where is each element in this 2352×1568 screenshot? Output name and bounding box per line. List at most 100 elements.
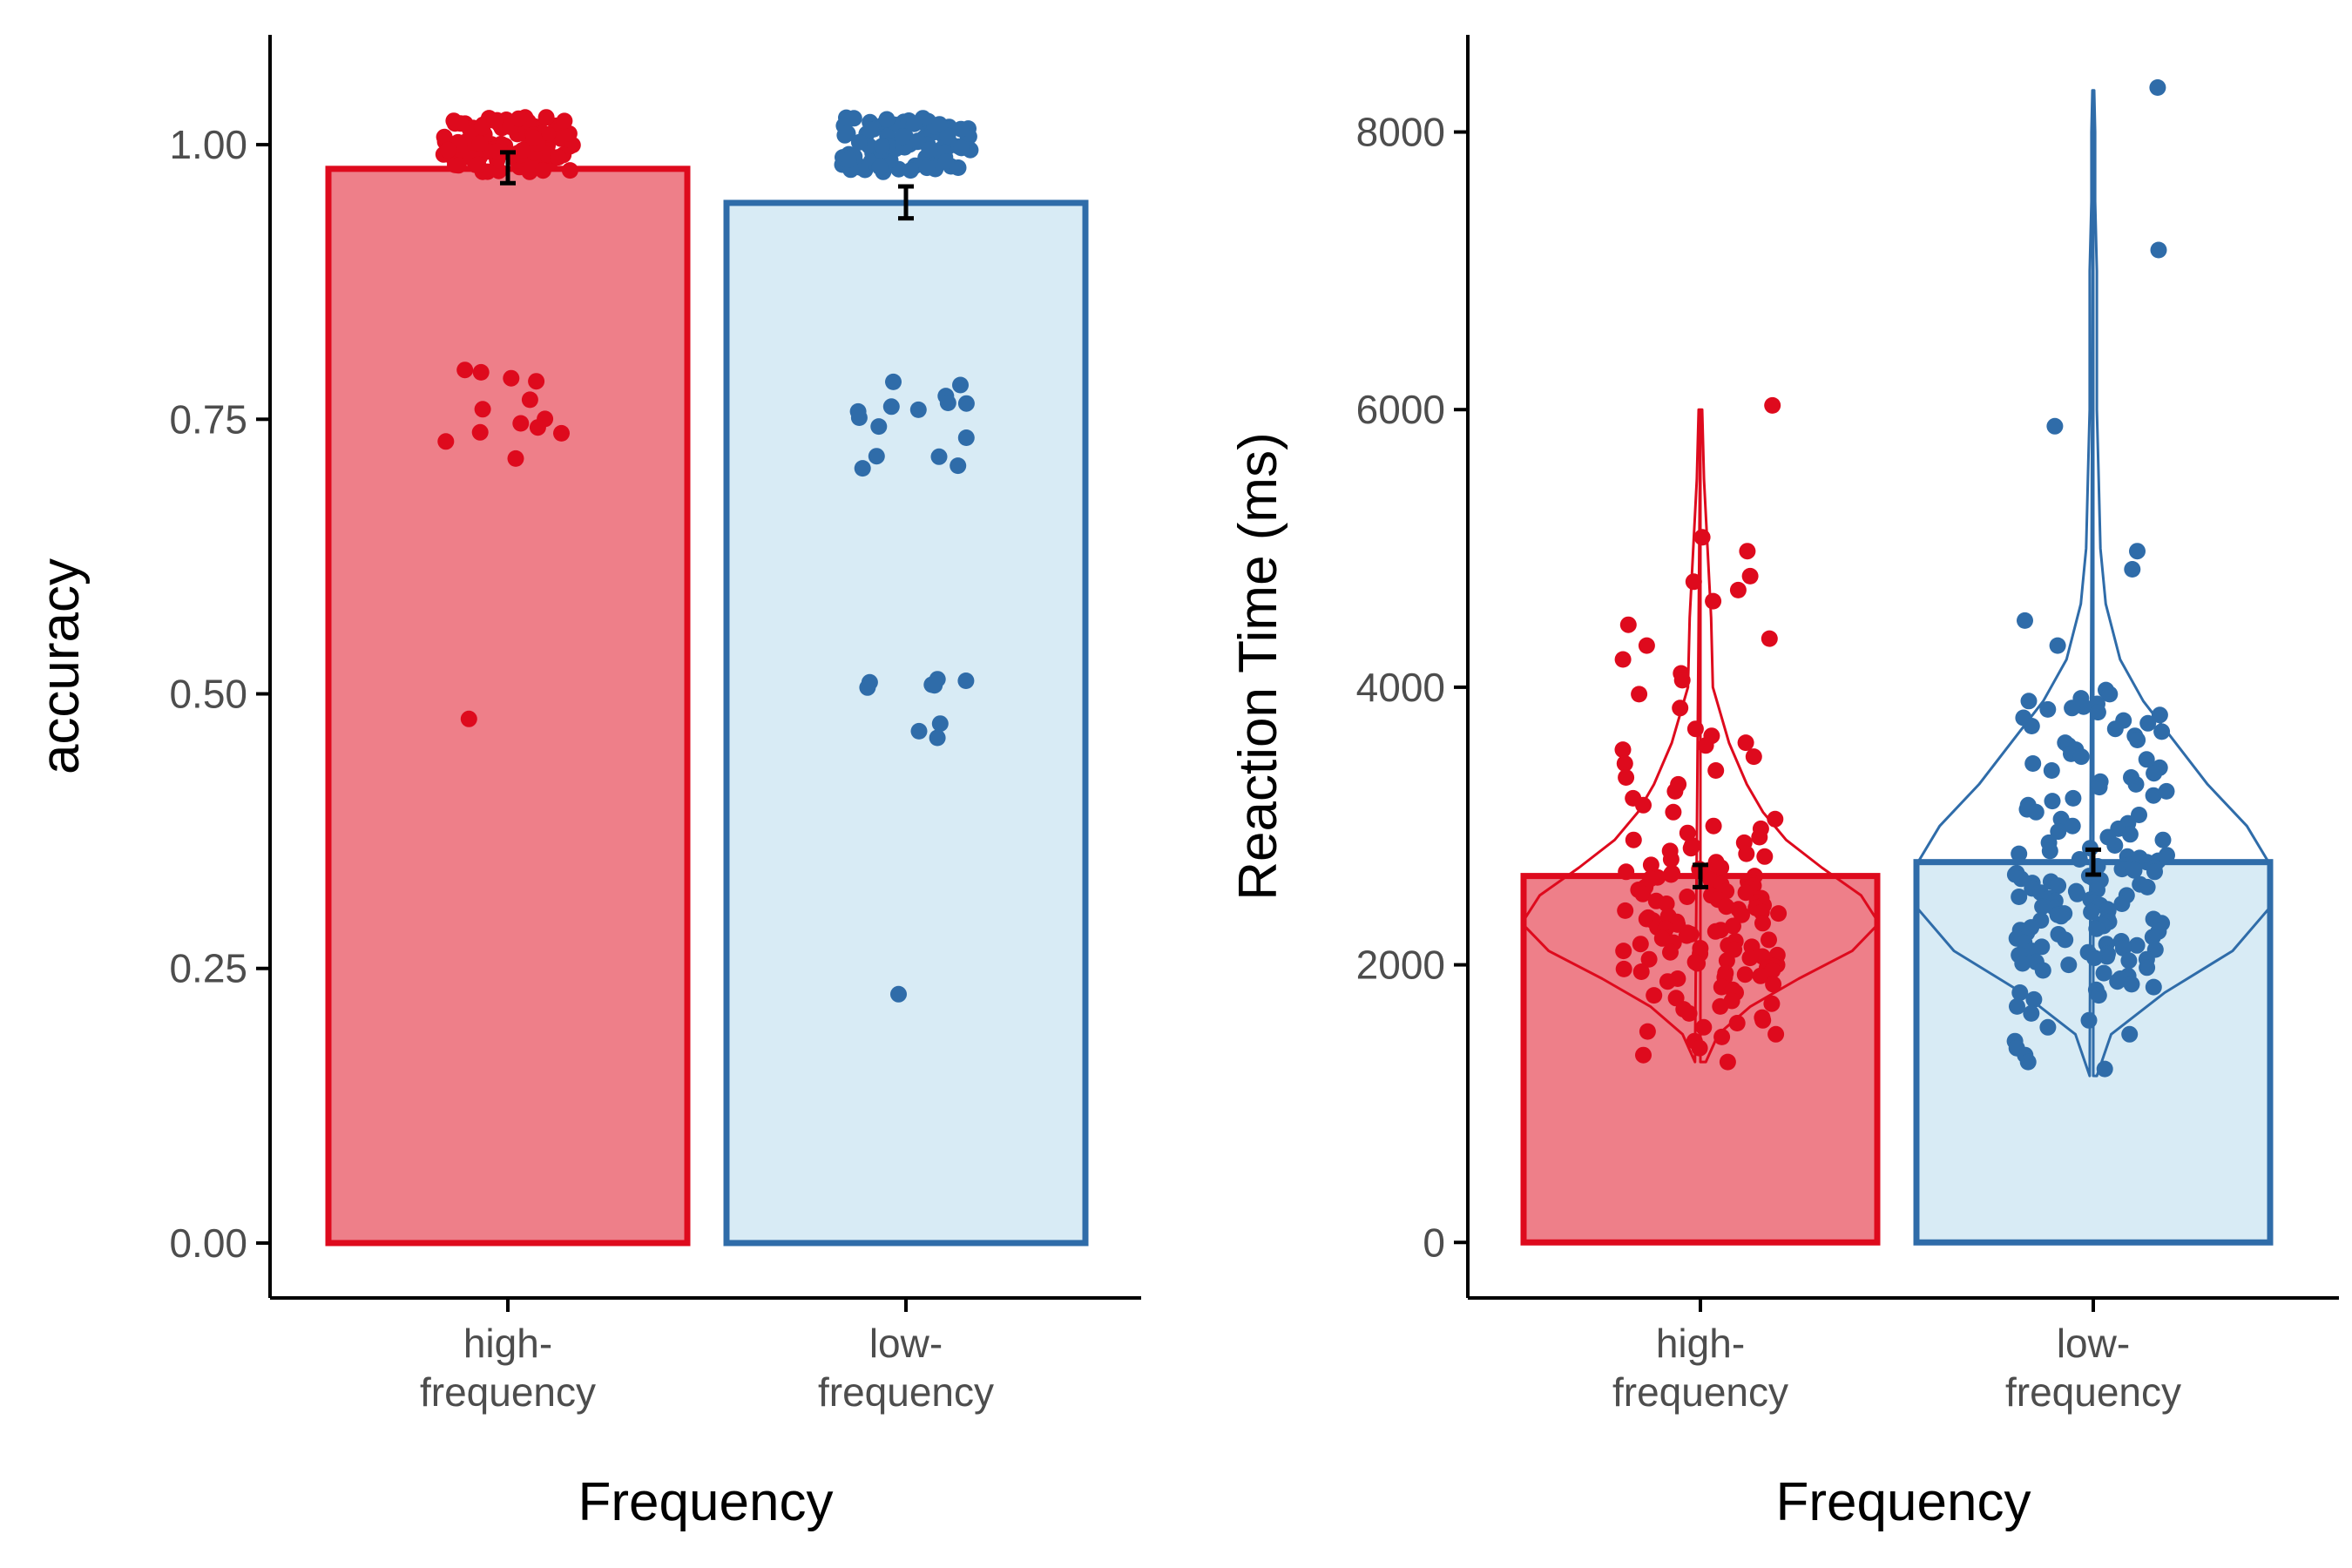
data-point xyxy=(939,395,956,411)
data-point xyxy=(1737,884,1754,902)
data-point xyxy=(1763,995,1781,1012)
data-point xyxy=(2127,775,2145,793)
data-point xyxy=(460,710,477,727)
data-point xyxy=(553,424,570,442)
data-point xyxy=(1707,762,1725,779)
data-point xyxy=(1639,1023,1656,1040)
data-point xyxy=(1682,840,1700,857)
y-tick-label: 2000 xyxy=(1356,943,1445,988)
data-point xyxy=(1691,1039,1708,1057)
data-point xyxy=(1764,396,1781,414)
data-point xyxy=(2145,978,2162,996)
chart-panel-2: 0 2000 4000 6000 8000 high-frequency low-frequ… xyxy=(1228,35,2339,1532)
data-point xyxy=(909,132,927,150)
bar-low-frequency xyxy=(723,199,1089,1247)
data-point xyxy=(2091,779,2108,796)
data-point xyxy=(1618,863,1635,881)
data-point xyxy=(2096,1060,2113,1078)
data-point xyxy=(1765,976,1782,993)
x-tick-label: high-frequency xyxy=(420,1321,596,1415)
violin-low-frequency xyxy=(1913,89,2274,1078)
y-tick-label: 4000 xyxy=(1356,665,1445,710)
y-tick-label: 0 xyxy=(1423,1220,1445,1265)
data-point xyxy=(1658,896,1675,912)
data-point xyxy=(1761,931,1777,949)
data-point xyxy=(931,116,948,133)
data-point xyxy=(2069,885,2086,902)
data-point xyxy=(840,151,857,168)
data-point xyxy=(1686,720,1704,738)
data-point xyxy=(902,162,919,179)
data-point xyxy=(1617,902,1634,919)
data-point xyxy=(1634,885,1652,902)
data-point xyxy=(2106,837,2124,854)
data-point xyxy=(1632,936,1649,953)
data-point xyxy=(521,391,538,409)
data-point xyxy=(471,135,489,152)
data-point xyxy=(953,139,970,157)
data-point xyxy=(2114,940,2132,956)
data-point xyxy=(1662,851,1680,868)
data-point xyxy=(1756,848,1774,865)
data-point xyxy=(1741,567,1759,585)
data-point xyxy=(2090,987,2107,1004)
data-point xyxy=(2041,842,2058,860)
data-point xyxy=(437,433,455,450)
data-point xyxy=(2146,765,2163,782)
data-point xyxy=(529,419,546,436)
data-point xyxy=(1705,592,1722,610)
data-point xyxy=(1729,581,1747,598)
data-point xyxy=(1693,529,1711,546)
data-point xyxy=(456,362,474,379)
data-point xyxy=(1707,923,1724,940)
data-point xyxy=(2088,920,2105,937)
data-point xyxy=(1659,973,1676,990)
data-point xyxy=(2080,1011,2098,1029)
error-bar xyxy=(1693,862,1708,889)
y-tick-label: 6000 xyxy=(1356,387,1445,432)
data-point xyxy=(449,157,467,174)
data-point xyxy=(1614,651,1632,668)
data-point xyxy=(1635,796,1652,814)
data-point xyxy=(1678,927,1695,944)
data-point xyxy=(2049,637,2066,654)
data-point xyxy=(560,125,578,142)
x-tick-label: low-frequency xyxy=(818,1321,994,1415)
data-point xyxy=(1673,672,1691,689)
y-tick-label: 8000 xyxy=(1356,110,1445,155)
data-point xyxy=(2139,714,2157,732)
data-point xyxy=(2023,718,2040,734)
x-tick-label: high-frequency xyxy=(1612,1321,1788,1415)
data-point xyxy=(957,429,975,446)
data-point xyxy=(862,121,880,139)
data-point xyxy=(2151,706,2168,724)
data-point xyxy=(525,129,543,146)
data-point xyxy=(957,672,975,689)
data-point xyxy=(2099,948,2116,965)
data-point xyxy=(2121,826,2139,843)
data-point xyxy=(1665,803,1682,821)
data-point xyxy=(471,423,489,441)
data-point xyxy=(1738,845,1755,862)
data-point xyxy=(2083,903,2100,921)
data-point xyxy=(2145,787,2162,804)
data-point xyxy=(1767,810,1784,828)
data-point xyxy=(2050,877,2067,895)
data-point xyxy=(2027,803,2044,821)
y-tick-label: 0.25 xyxy=(169,946,247,991)
data-point xyxy=(930,448,948,465)
data-point xyxy=(2019,1053,2037,1071)
data-point xyxy=(2014,955,2031,972)
data-point xyxy=(850,409,868,426)
data-point xyxy=(2025,990,2043,1008)
data-point xyxy=(446,115,463,132)
chart-panel-1: 0.00 0.25 0.50 0.75 1.00 high-frequency low-fr… xyxy=(30,35,1141,1532)
data-point xyxy=(488,143,505,160)
data-point xyxy=(952,376,969,394)
data-point xyxy=(839,125,856,142)
data-point xyxy=(1754,915,1771,932)
data-point xyxy=(952,120,970,138)
data-point xyxy=(2009,997,2025,1015)
data-point xyxy=(2101,686,2119,703)
